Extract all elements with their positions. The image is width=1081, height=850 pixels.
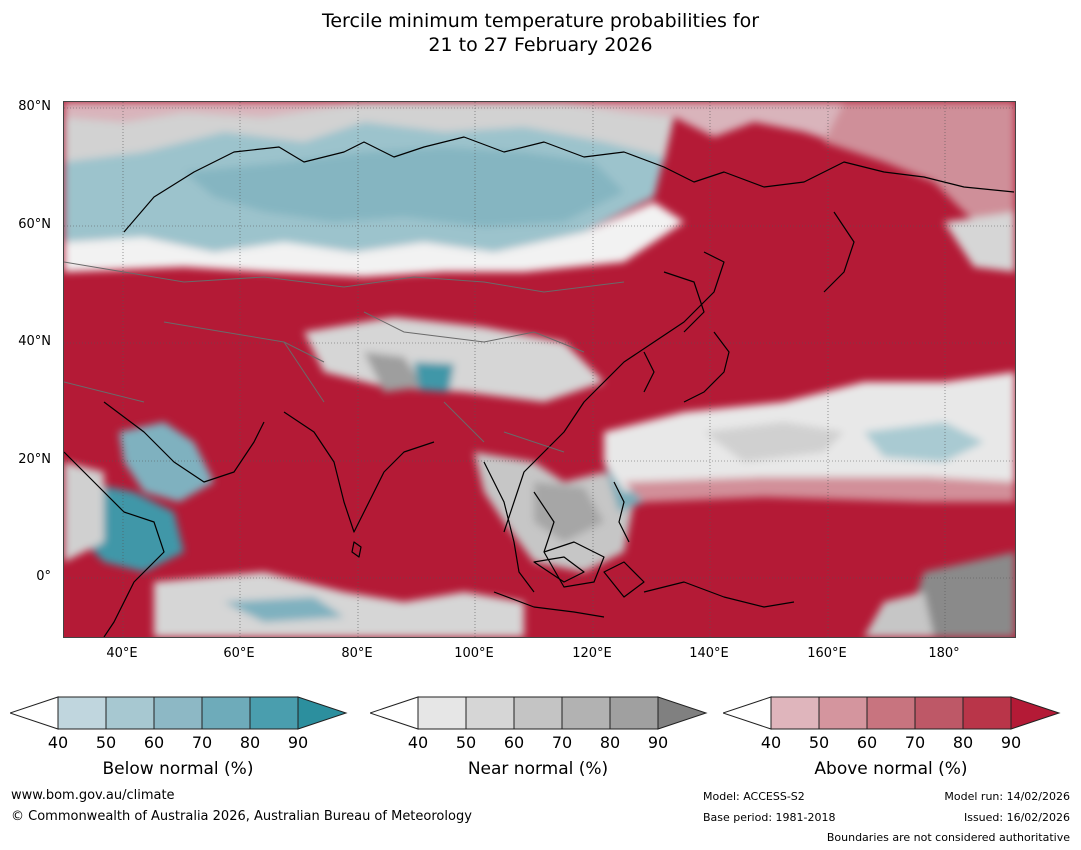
near-normal-legend-title: Near normal (%) [467, 759, 609, 779]
lat-label-80n: 80°N [18, 99, 51, 114]
north-pacific-grey-region [944, 212, 1015, 272]
above-normal-tick-90: 90 [1000, 733, 1022, 752]
near-normal-colorbar [368, 696, 710, 736]
near-normal-swatch-50 [465, 696, 515, 730]
map-title: Tercile minimum temperature probabilitie… [0, 9, 1081, 57]
near-normal-extend-high [657, 696, 708, 730]
lon-label-100e: 100°E [454, 646, 494, 661]
above-normal-legend-title: Above normal (%) [814, 759, 968, 779]
above-normal-tick-50: 50 [808, 733, 830, 752]
boundaries-disclaimer: Boundaries are not considered authoritat… [826, 831, 1070, 844]
model-run-label: Model run: 14/02/2026 [944, 790, 1070, 803]
near-normal-swatch-60 [513, 696, 563, 730]
arabia-below-normal-region [119, 422, 214, 502]
below-normal-colorbar [8, 696, 350, 736]
africa-near-normal-region [64, 462, 104, 562]
bering-pale-region [824, 102, 1015, 252]
above-normal-tick-40: 40 [760, 733, 782, 752]
arctic-pink-region [64, 102, 1015, 157]
near-normal-swatch-70 [561, 696, 611, 730]
near-normal-tick-50: 50 [455, 733, 477, 752]
below-normal-swatch-70 [201, 696, 251, 730]
model-label: Model: ACCESS-S2 [703, 790, 805, 803]
near-normal-tick-40: 40 [407, 733, 429, 752]
above-normal-tick-80: 80 [952, 733, 974, 752]
above-normal-swatch-70 [914, 696, 964, 730]
above-normal-tick-60: 60 [856, 733, 878, 752]
above-normal-tick-70: 70 [904, 733, 926, 752]
equatorial-pacific-grey-region [914, 552, 1015, 637]
below-normal-legend-title: Below normal (%) [102, 759, 254, 779]
lon-label-160e: 160°E [807, 646, 847, 661]
below-normal-tick-80: 80 [239, 733, 261, 752]
pacific-below-normal-patch [864, 422, 984, 462]
near-normal-extend-low [368, 696, 419, 730]
central-asia-near-normal-band [64, 202, 684, 277]
equatorial-pacific-light-grey [864, 592, 934, 637]
pacific-grey-patch [704, 422, 844, 462]
map-canvas [64, 102, 1015, 637]
indian-ocean-near-normal-band [154, 572, 524, 637]
title-line-1: Tercile minimum temperature probabilitie… [321, 10, 760, 32]
above-normal-swatch-40 [770, 696, 820, 730]
near-normal-swatch-80 [609, 696, 659, 730]
coastlines [64, 136, 1015, 637]
graticule [64, 102, 1015, 637]
lon-label-60e: 60°E [223, 646, 255, 661]
below-normal-extend-low [8, 696, 59, 730]
above-normal-swatch-60 [866, 696, 916, 730]
below-normal-colorbar-graphic [8, 696, 348, 730]
lon-label-180: 180° [928, 646, 960, 661]
lat-label-60n: 60°N [18, 217, 51, 232]
lon-label-40e: 40°E [106, 646, 138, 661]
website-link[interactable]: www.bom.gov.au/climate [11, 788, 175, 803]
southeast-asia-grey-core [534, 482, 604, 542]
above-normal-extend-high [1010, 696, 1061, 730]
near-normal-colorbar-graphic [368, 696, 708, 730]
indian-ocean-below-normal-patch [224, 597, 344, 622]
lon-label-120e: 120°E [572, 646, 612, 661]
lat-label-40n: 40°N [18, 334, 51, 349]
below-normal-tick-40: 40 [47, 733, 69, 752]
tibet-below-normal-core [414, 362, 454, 392]
below-normal-swatch-80 [249, 696, 299, 730]
lon-label-140e: 140°E [689, 646, 729, 661]
above-normal-colorbar [721, 696, 1063, 736]
below-normal-extend-high [297, 696, 348, 730]
country-borders [64, 261, 625, 453]
above-normal-extend-low [721, 696, 772, 730]
below-normal-tick-70: 70 [191, 733, 213, 752]
above-normal-swatch-50 [818, 696, 868, 730]
below-normal-tick-90: 90 [287, 733, 309, 752]
probability-map [63, 101, 1016, 638]
near-normal-swatch-40 [417, 696, 467, 730]
below-normal-tick-60: 60 [143, 733, 165, 752]
below-normal-swatch-50 [105, 696, 155, 730]
copyright-text: © Commonwealth of Australia 2026, Austra… [11, 809, 472, 824]
pacific-pink-band [624, 477, 1015, 502]
near-normal-tick-90: 90 [647, 733, 669, 752]
above-normal-colorbar-graphic [721, 696, 1061, 730]
lat-label-0: 0° [36, 569, 51, 584]
below-normal-tick-50: 50 [95, 733, 117, 752]
below-normal-swatch-60 [153, 696, 203, 730]
tibet-grey-core [364, 352, 424, 392]
lat-label-20n: 20°N [18, 452, 51, 467]
above-normal-swatch-80 [962, 696, 1012, 730]
near-normal-tick-70: 70 [551, 733, 573, 752]
base-period-label: Base period: 1981-2018 [703, 811, 836, 824]
near-normal-tick-80: 80 [599, 733, 621, 752]
issued-label: Issued: 16/02/2026 [963, 811, 1070, 824]
near-normal-tick-60: 60 [503, 733, 525, 752]
below-normal-swatch-40 [57, 696, 107, 730]
title-line-2: 21 to 27 February 2026 [428, 34, 653, 56]
lon-label-80e: 80°E [341, 646, 373, 661]
siberia-below-normal-core [184, 147, 624, 227]
